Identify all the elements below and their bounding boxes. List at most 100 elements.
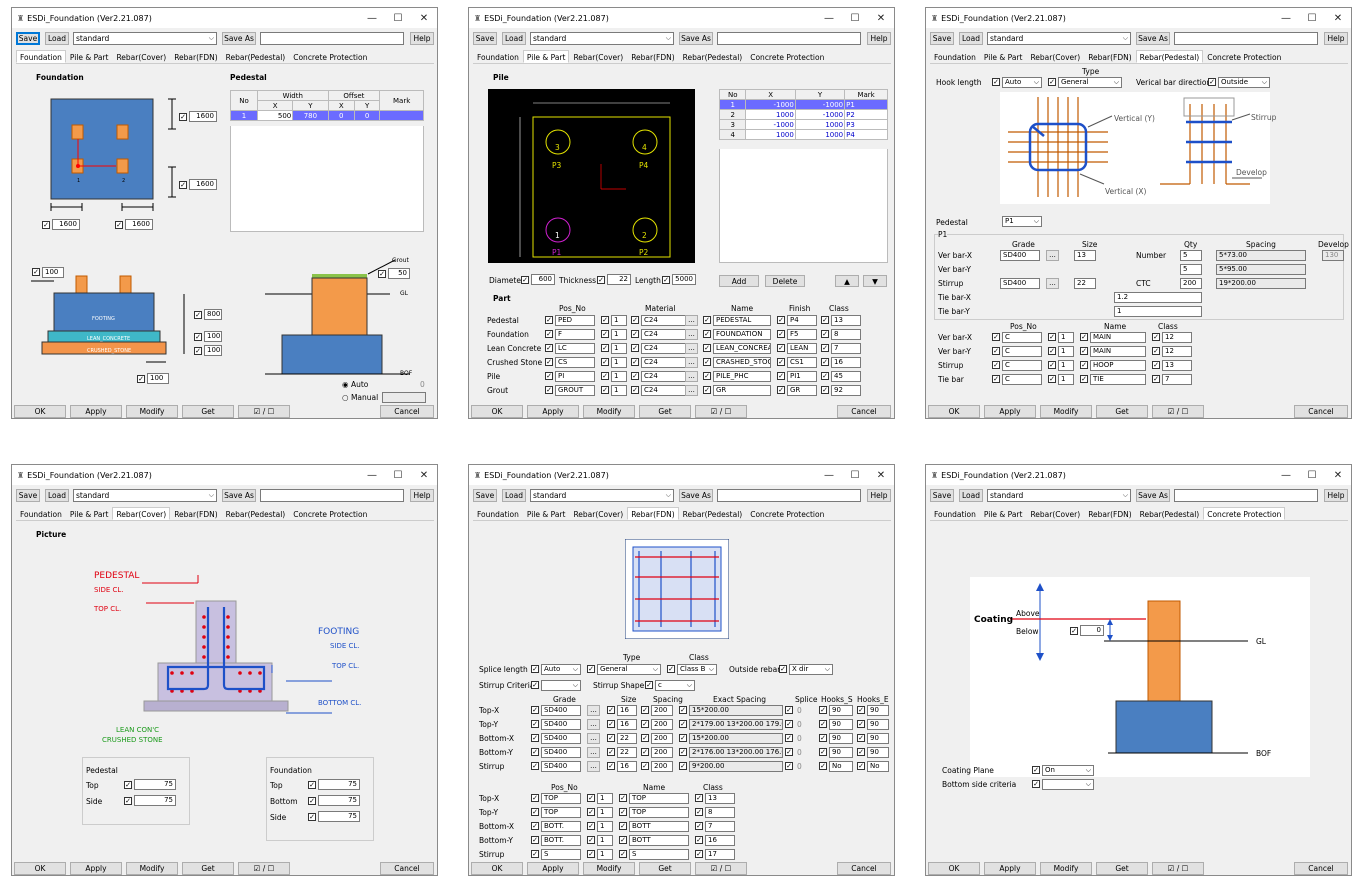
size-input[interactable]: 22	[1074, 278, 1096, 289]
save-as-button[interactable]: Save As	[222, 32, 256, 45]
class-input[interactable]: 12	[1162, 332, 1192, 343]
v100a-input[interactable]: 100	[204, 331, 222, 342]
outside-combo[interactable]: X dir ⌵	[789, 664, 833, 675]
pos-checkbox[interactable]: ✓	[545, 386, 553, 394]
size-input[interactable]: 22	[617, 747, 637, 758]
load-button[interactable]: Load	[959, 489, 983, 502]
v100c-checkbox[interactable]: ✓	[137, 375, 145, 383]
finish-checkbox[interactable]: ✓	[777, 358, 785, 366]
cell-mark[interactable]	[379, 110, 424, 121]
help-button[interactable]: Help	[867, 489, 891, 502]
qty-input[interactable]: 1	[597, 849, 613, 860]
splice-checkbox[interactable]: ✓	[785, 706, 793, 714]
spacing-checkbox[interactable]: ✓	[641, 720, 649, 728]
hooks-s-checkbox[interactable]: ✓	[819, 748, 827, 756]
name-checkbox[interactable]: ✓	[703, 358, 711, 366]
table-row[interactable]: 2 1000 -1000 P2	[718, 109, 888, 120]
qty-input[interactable]: 200	[1180, 278, 1202, 289]
ped-side-checkbox[interactable]: ✓	[124, 797, 132, 805]
size-input[interactable]: 13	[1074, 250, 1096, 261]
hooks-e-combo[interactable]: 90	[867, 747, 889, 758]
type-combo[interactable]: General ⌵	[1058, 77, 1122, 88]
stirrup-shape-checkbox[interactable]: ✓	[645, 681, 653, 689]
coating-plane-checkbox[interactable]: ✓	[1032, 766, 1040, 774]
auto-radio[interactable]: ◉ Auto	[342, 380, 369, 389]
class-checkbox[interactable]: ✓	[1152, 375, 1160, 383]
check-toggle-button[interactable]: ☑ / ☐	[1152, 405, 1204, 418]
class-input[interactable]: 7	[1162, 374, 1192, 385]
finish-checkbox[interactable]: ✓	[777, 330, 785, 338]
class-checkbox[interactable]: ✓	[1152, 347, 1160, 355]
tie-input[interactable]: 1.2	[1114, 292, 1202, 303]
ok-button[interactable]: OK	[928, 862, 980, 875]
qty-input[interactable]: 1	[597, 835, 613, 846]
maximize-button[interactable]: ☐	[850, 12, 860, 24]
hooks-e-checkbox[interactable]: ✓	[857, 706, 865, 714]
pos-input[interactable]: TOP	[541, 807, 581, 818]
qty-checkbox[interactable]: ✓	[601, 316, 609, 324]
tab-rebar-fdn[interactable]: Rebar(FDN)	[1088, 53, 1132, 62]
tab-rebar-fdn[interactable]: Rebar(FDN)	[1088, 510, 1132, 519]
ok-button[interactable]: OK	[14, 405, 66, 418]
pos-checkbox[interactable]: ✓	[992, 361, 1000, 369]
tie-input[interactable]: 1	[1114, 306, 1202, 317]
class-input[interactable]: 13	[1162, 360, 1192, 371]
length-input[interactable]: 5000	[672, 274, 696, 285]
finish-input[interactable]: CS1	[787, 357, 817, 368]
bottom-side-checkbox[interactable]: ✓	[1032, 780, 1040, 788]
class-checkbox[interactable]: ✓	[821, 372, 829, 380]
dim-br-input[interactable]: 1600	[125, 219, 153, 230]
qty-checkbox[interactable]: ✓	[601, 386, 609, 394]
name-checkbox[interactable]: ✓	[1080, 375, 1088, 383]
class-input[interactable]: 8	[705, 807, 735, 818]
class-checkbox[interactable]: ✓	[821, 316, 829, 324]
tab-rebar-cover[interactable]: Rebar(Cover)	[573, 510, 624, 519]
pos-input[interactable]: S	[541, 849, 581, 860]
name-checkbox[interactable]: ✓	[619, 794, 627, 802]
tab-foundation[interactable]: Foundation	[20, 510, 62, 519]
v800-input[interactable]: 800	[204, 309, 222, 320]
minimize-button[interactable]: —	[367, 12, 377, 24]
dim-right-top-input[interactable]: 1600	[189, 111, 217, 122]
name-checkbox[interactable]: ✓	[1080, 361, 1088, 369]
tab-pile-part[interactable]: Pile & Part	[522, 50, 570, 63]
class-input[interactable]: 45	[831, 371, 861, 382]
apply-button[interactable]: Apply	[984, 405, 1036, 418]
name-checkbox[interactable]: ✓	[619, 808, 627, 816]
qty-input[interactable]: 5	[1180, 264, 1202, 275]
finish-input[interactable]: P4	[787, 315, 817, 326]
class-input[interactable]: 8	[831, 329, 861, 340]
length-checkbox[interactable]: ✓	[662, 276, 670, 284]
fdn-bottom-checkbox[interactable]: ✓	[308, 797, 316, 805]
save-button[interactable]: Save	[930, 489, 954, 502]
maximize-button[interactable]: ☐	[393, 12, 403, 24]
tab-concrete-protection[interactable]: Concrete Protection	[750, 53, 825, 62]
pos-input[interactable]: C	[1002, 332, 1042, 343]
name-input[interactable]: PEDESTAL	[713, 315, 771, 326]
spacing-checkbox[interactable]: ✓	[641, 748, 649, 756]
class-checkbox[interactable]: ✓	[821, 344, 829, 352]
type-combo[interactable]: General ⌵	[597, 664, 661, 675]
description-input[interactable]	[717, 489, 861, 502]
class-checkbox[interactable]: ✓	[821, 358, 829, 366]
spacing-input[interactable]: 200	[651, 733, 673, 744]
preset-combo[interactable]: standard ⌵	[987, 489, 1131, 502]
pos-input[interactable]: CS	[555, 357, 595, 368]
tab-rebar-cover[interactable]: Rebar(Cover)	[112, 507, 171, 520]
class-checkbox[interactable]: ✓	[695, 836, 703, 844]
qty-input[interactable]: 1	[1058, 346, 1074, 357]
tab-rebar-fdn[interactable]: Rebar(FDN)	[627, 507, 679, 520]
modify-button[interactable]: Modify	[126, 405, 178, 418]
tab-foundation[interactable]: Foundation	[16, 50, 66, 63]
splice-checkbox[interactable]: ✓	[785, 720, 793, 728]
grade-browse-button[interactable]: ...	[1046, 278, 1059, 289]
tab-rebar-cover[interactable]: Rebar(Cover)	[573, 53, 624, 62]
apply-button[interactable]: Apply	[70, 405, 122, 418]
pos-checkbox[interactable]: ✓	[531, 850, 539, 858]
cell[interactable]: 1000	[794, 119, 846, 130]
stirrup-criteria-checkbox[interactable]: ✓	[531, 681, 539, 689]
tab-rebar-cover[interactable]: Rebar(Cover)	[116, 53, 167, 62]
apply-button[interactable]: Apply	[527, 405, 579, 418]
maximize-button[interactable]: ☐	[1307, 469, 1317, 481]
load-button[interactable]: Load	[502, 489, 526, 502]
